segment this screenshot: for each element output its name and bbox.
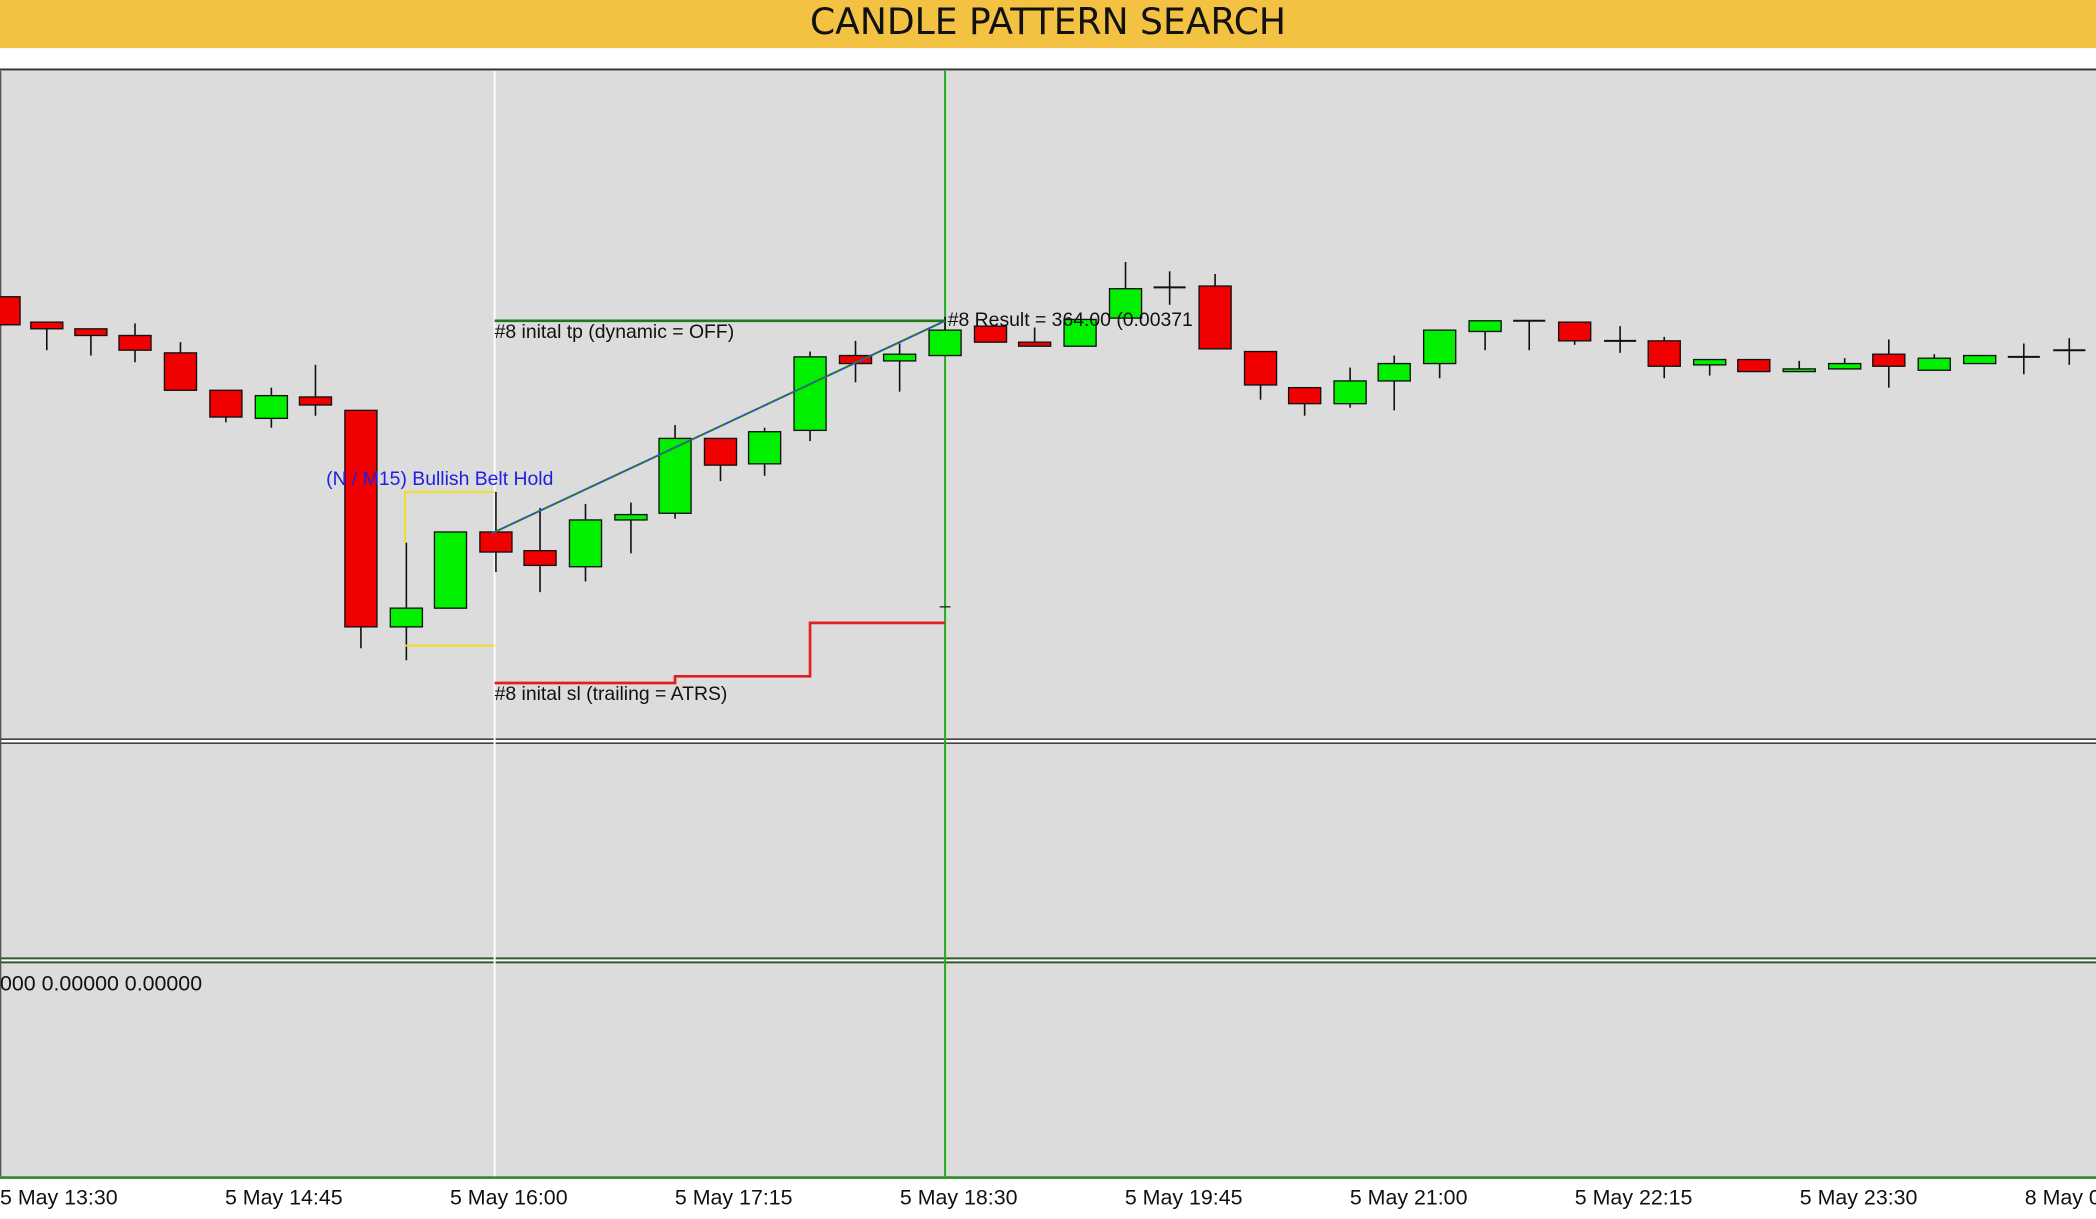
candle-body [882, 353, 917, 362]
pattern-box [404, 490, 495, 543]
candle-body [1333, 380, 1367, 405]
candle-body [209, 389, 243, 418]
candle-body [298, 396, 333, 406]
candle-body [1287, 386, 1322, 405]
candle-body [1737, 358, 1771, 373]
title: CANDLE PATTERN SEARCH [810, 1, 1286, 43]
candle-body [389, 607, 424, 628]
time-label: 5 May 17:15 [675, 1186, 793, 1210]
time-label: 5 May 16:00 [450, 1186, 568, 1210]
sl-label: #8 inital sl (trailing = ATRS) [495, 683, 728, 705]
sl-line [494, 621, 946, 685]
candle-body [658, 437, 692, 514]
candle-body [568, 519, 603, 568]
candle-body [1198, 285, 1232, 350]
candle-body [928, 329, 962, 357]
candle-body [1827, 362, 1862, 370]
candle-body [118, 334, 152, 351]
time-label: 5 May 21:00 [1350, 1186, 1468, 1210]
candle-body [1962, 354, 1997, 365]
candle-body [1243, 350, 1278, 386]
candle-body [74, 328, 108, 337]
indicator-panel [0, 962, 2096, 1177]
candles [0, 261, 2086, 661]
candle-body [747, 431, 782, 465]
candle-body [1422, 329, 1457, 365]
candle-body [479, 531, 513, 553]
time-label: 5 May 14:45 [225, 1186, 343, 1210]
candle-body [254, 394, 289, 420]
time-labels: 5 May 13:30 5 May 14:45 5 May 16:00 5 May 1… [0, 1186, 2096, 1210]
candle-body [1782, 368, 1816, 373]
time-label: 5 May 23:30 [1800, 1186, 1918, 1210]
candle-body [523, 550, 557, 567]
time-label: 5 May 22:15 [1575, 1186, 1693, 1210]
candle-body [30, 321, 64, 330]
title-bar [0, 0, 2096, 49]
candle-body [703, 437, 738, 466]
indicator-panel [0, 743, 2096, 959]
candle-body [344, 409, 378, 628]
indicator-readout: 000 0.00000 0.00000 [0, 972, 202, 996]
price-panel [0, 70, 2096, 740]
candle-body [433, 531, 468, 609]
candle-body [163, 352, 198, 391]
candle-body [1647, 340, 1681, 367]
trade-line [491, 320, 946, 535]
candle-body [1017, 341, 1052, 347]
candle-body [1872, 353, 1906, 367]
candle-body [1557, 321, 1592, 342]
pattern-label: (N / M15) Bullish Belt Hold [326, 468, 553, 490]
candle-body [0, 296, 21, 326]
time-label: 5 May 18:30 [900, 1186, 1018, 1210]
candle-body [1063, 318, 1097, 347]
result-label: #8 Result = 364.00 (0.00371 [948, 309, 1193, 331]
candle-body [1108, 288, 1143, 319]
candle-body [1692, 358, 1727, 366]
candle-body [1377, 362, 1411, 382]
time-axis [0, 1178, 2096, 1219]
time-label: 5 May 13:30 [0, 1186, 118, 1210]
candle-body [1468, 320, 1502, 333]
tp-label: #8 inital tp (dynamic = OFF) [495, 321, 735, 343]
candle-body [973, 325, 1008, 343]
candle-body [614, 513, 648, 521]
candle-body [1917, 357, 1951, 371]
candle-body [793, 356, 827, 432]
time-label: 5 May 19:45 [1125, 1186, 1243, 1210]
time-label: 8 May 0 [2025, 1186, 2096, 1210]
